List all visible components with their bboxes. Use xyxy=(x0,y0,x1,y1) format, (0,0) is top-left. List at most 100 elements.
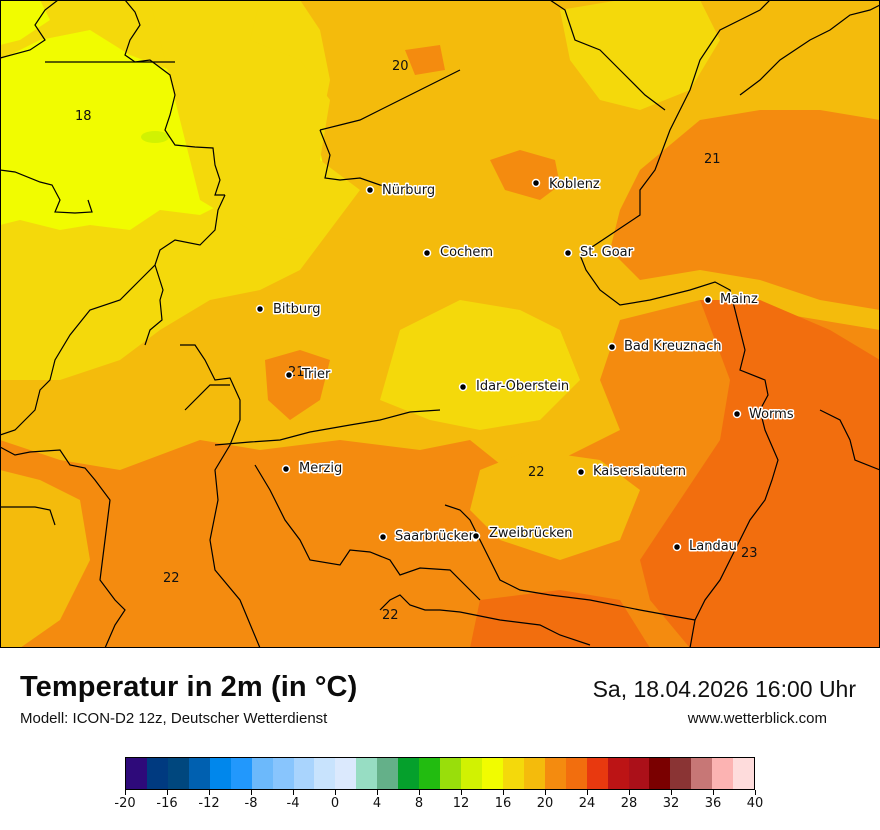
colorbar-tick-label: 4 xyxy=(372,796,382,811)
city-zweibruecken[interactable]: Zweibrücken xyxy=(471,525,574,543)
temp-region-21-trier xyxy=(265,350,330,420)
isotherm-label: 22 xyxy=(528,465,545,480)
isotherm-label: 21 xyxy=(704,152,721,167)
city-label: Merzig xyxy=(299,461,342,476)
colorbar-tick-label: -12 xyxy=(198,796,220,811)
colorbar-tick-mark xyxy=(166,790,168,795)
isotherm-label: 22 xyxy=(163,571,180,586)
colorbar-tick-label: 12 xyxy=(452,796,470,811)
temp-region-19-center xyxy=(380,300,580,430)
colorbar-segment xyxy=(126,758,147,789)
city-label: Nürburg xyxy=(382,183,435,198)
colorbar-segment xyxy=(377,758,399,789)
city-label: Bitburg xyxy=(273,302,321,317)
colorbar-tick-mark xyxy=(376,790,378,795)
temp-region-22-rhine xyxy=(640,300,880,648)
city-idar-oberstein[interactable]: Idar-Oberstein xyxy=(458,378,571,396)
city-label: Idar-Oberstein xyxy=(476,379,569,394)
colorbar-tick-mark xyxy=(502,790,504,795)
colorbar-tick-label: 36 xyxy=(704,796,722,811)
colorbar-tick-label: 8 xyxy=(414,796,424,811)
colorbar-segment xyxy=(209,758,231,789)
colorbar-segment xyxy=(523,758,545,789)
colorbar-segment xyxy=(398,758,420,789)
city-label: Saarbrücken xyxy=(395,529,477,544)
city-kaiserslautern[interactable]: Kaiserslautern xyxy=(576,463,688,481)
city-dot-icon xyxy=(471,531,481,541)
city-dot-icon xyxy=(607,342,617,352)
colorbar-tick-label: -4 xyxy=(286,796,300,811)
website-link[interactable]: www.wetterblick.com xyxy=(687,710,827,727)
city-dot-icon xyxy=(255,304,265,314)
city-label: Mainz xyxy=(720,292,758,307)
colorbar-segment xyxy=(712,758,734,789)
colorbar-segment xyxy=(440,758,461,789)
colorbar-tick-label: 32 xyxy=(662,796,680,811)
city-cochem[interactable]: Cochem xyxy=(422,244,495,262)
colorbar-segment xyxy=(670,758,692,789)
city-st-goar[interactable]: St. Goar xyxy=(563,244,635,262)
temp-region-21-north xyxy=(405,45,445,75)
city-koblenz[interactable]: Koblenz xyxy=(531,176,601,194)
city-nuerburg[interactable]: Nürburg xyxy=(365,182,437,200)
colorbar-tick-mark xyxy=(418,790,420,795)
city-dot-icon xyxy=(703,295,713,305)
city-label: Bad Kreuznach xyxy=(624,339,722,354)
colorbar-segment xyxy=(544,758,566,789)
city-worms[interactable]: Worms xyxy=(732,406,795,424)
colorbar-tick-mark xyxy=(460,790,462,795)
colorbar-tick-label: -20 xyxy=(114,796,136,811)
city-bitburg[interactable]: Bitburg xyxy=(255,301,322,319)
city-dot-icon xyxy=(576,467,586,477)
colorbar-segment xyxy=(461,758,482,789)
city-dot-icon xyxy=(732,409,742,419)
colorbar-segment xyxy=(272,758,294,789)
temp-region-19-north xyxy=(150,0,360,240)
temp-region-20-west-patch xyxy=(0,470,90,648)
colorbar-tick-mark xyxy=(628,790,630,795)
model-source: Modell: ICON-D2 12z, Deutscher Wetterdie… xyxy=(20,710,328,727)
city-dot-icon xyxy=(378,532,388,542)
city-label: Trier xyxy=(301,367,331,382)
colorbar-segment xyxy=(356,758,378,789)
city-merzig[interactable]: Merzig xyxy=(281,460,344,478)
city-dot-icon xyxy=(281,464,291,474)
valid-datetime: Sa, 18.04.2026 16:00 Uhr xyxy=(592,676,856,702)
colorbar-tick-mark xyxy=(544,790,546,795)
colorbar-tick-label: 16 xyxy=(494,796,512,811)
city-dot-icon xyxy=(284,370,294,380)
temp-region-21-east xyxy=(610,110,880,310)
city-landau[interactable]: Landau xyxy=(672,538,738,556)
colorbar-segment xyxy=(335,758,357,789)
colorbar-segment xyxy=(314,758,336,789)
colorbar-segment xyxy=(146,758,168,789)
colorbar-segment xyxy=(649,758,671,789)
city-trier[interactable]: Trier xyxy=(284,366,332,384)
colorbar-tick-mark xyxy=(334,790,336,795)
colorbar-tick-mark xyxy=(124,790,126,795)
temp-region-20-south-patch xyxy=(470,450,640,560)
temperature-colorbar xyxy=(125,757,755,790)
city-saarbruecken[interactable]: Saarbrücken xyxy=(378,528,478,546)
isotherm-label: 22 xyxy=(382,608,399,623)
colorbar-segment xyxy=(733,758,755,789)
colorbar-tick-mark xyxy=(670,790,672,795)
city-label: Worms xyxy=(749,407,794,422)
temp-region-16 xyxy=(141,131,169,143)
city-dot-icon xyxy=(458,382,468,392)
city-dot-icon xyxy=(422,248,432,258)
state-borders xyxy=(0,0,880,648)
city-label: St. Goar xyxy=(580,245,634,260)
colorbar-tick-mark xyxy=(586,790,588,795)
temperature-map[interactable]: 18 20 21 21 22 22 22 23 Nürburg Koblenz … xyxy=(0,0,880,648)
colorbar-segment xyxy=(565,758,587,789)
colorbar-segment xyxy=(502,758,524,789)
isotherm-labels: 18 20 21 21 22 22 22 23 xyxy=(75,59,758,623)
city-bad-kreuznach[interactable]: Bad Kreuznach xyxy=(607,338,723,356)
city-dot-icon xyxy=(563,248,573,258)
isotherm-label: 18 xyxy=(75,109,92,124)
isotherm-label: 23 xyxy=(741,546,758,561)
colorbar-tick-label: 24 xyxy=(578,796,596,811)
city-mainz[interactable]: Mainz xyxy=(703,291,760,309)
colorbar-tick-label: -16 xyxy=(156,796,178,811)
